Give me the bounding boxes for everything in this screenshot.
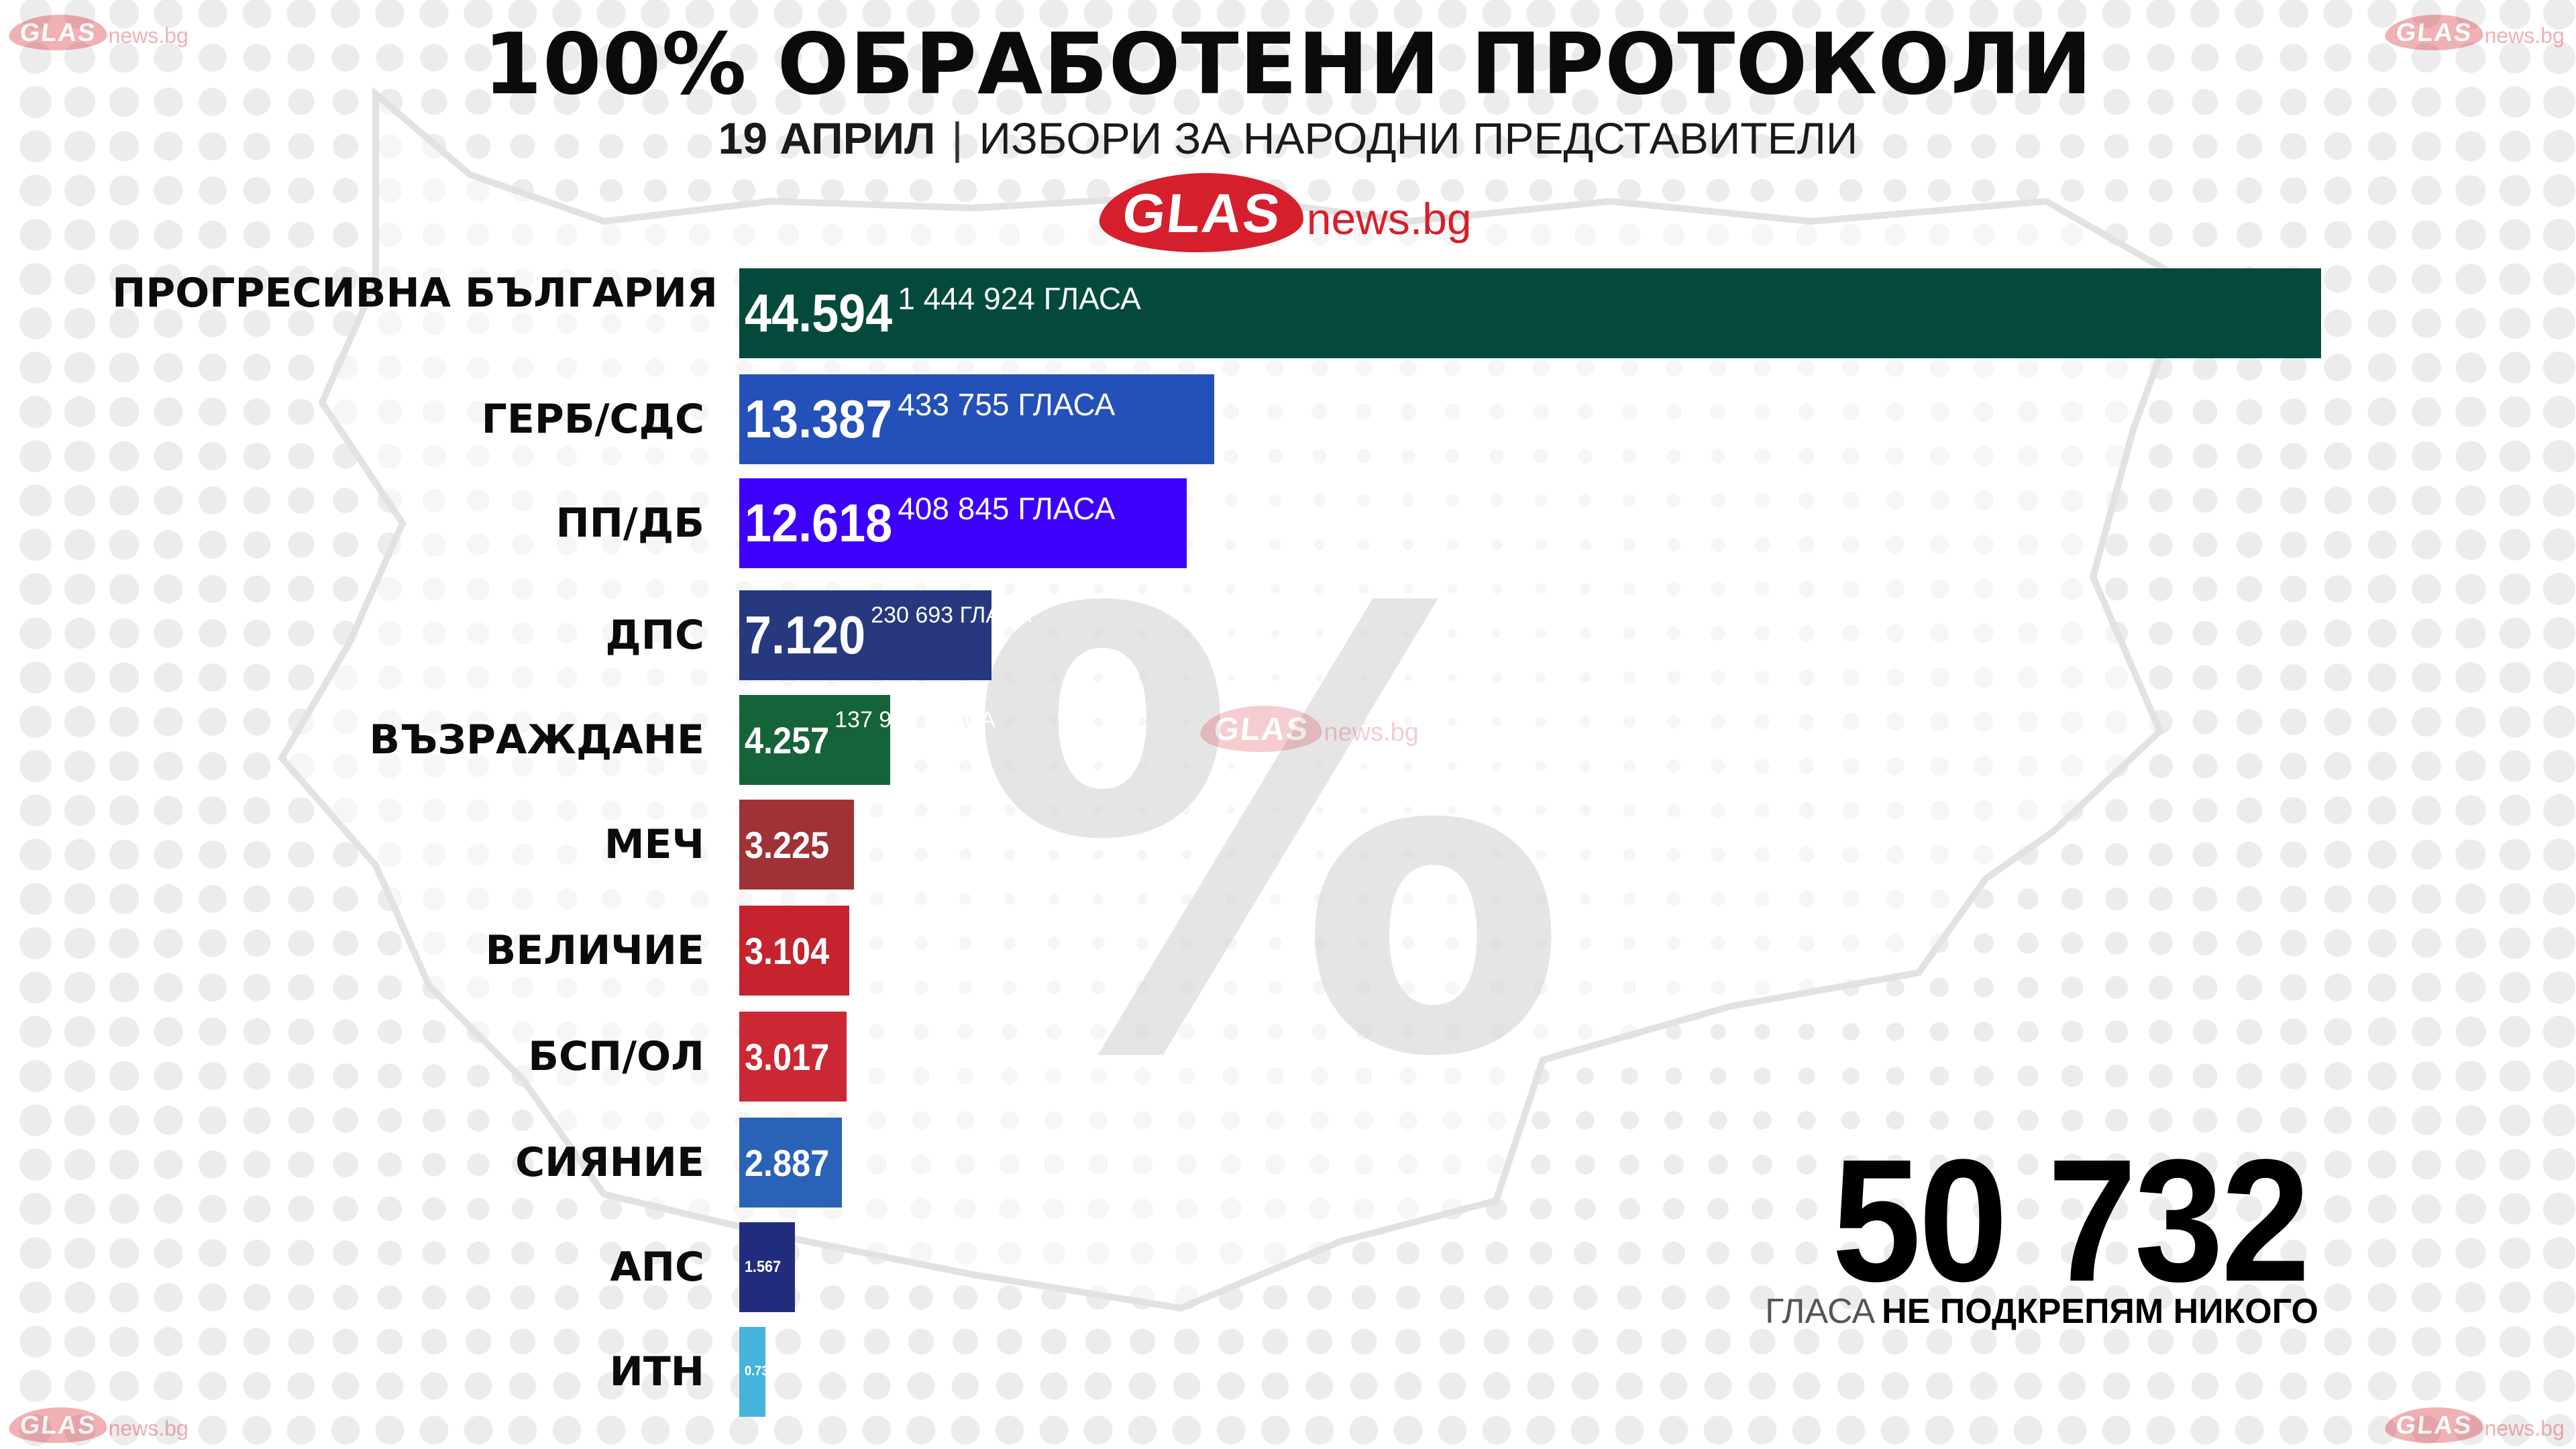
total-caption-unit: ГЛАСА: [1765, 1292, 1876, 1331]
bar-итн: [739, 1327, 765, 1417]
bar-апс: [739, 1222, 795, 1312]
party-label: ГЕРБ/СДС: [481, 396, 704, 443]
party-label: ПП/ДБ: [555, 500, 704, 547]
value-label: 44.594: [745, 282, 893, 343]
corner-logo-bottom-left: GLAS news.bg: [7, 1407, 189, 1443]
bar-възраждане: [739, 695, 891, 785]
bar-герб-сдс: [739, 374, 1214, 464]
party-label: ДПС: [605, 612, 704, 659]
party-label: ВЕЛИЧИЕ: [485, 927, 704, 974]
logo-site: news.bg: [1324, 718, 1419, 747]
glasnews-logo: GLAS news.bg: [1095, 173, 1472, 252]
votes-label: 433 755 ГЛАСА: [898, 387, 1116, 422]
bar-сияние: [739, 1118, 842, 1208]
logo-site: news.bg: [2484, 23, 2565, 48]
party-label: АПС: [610, 1244, 704, 1291]
corner-logo-bottom-right: GLAS news.bg: [2383, 1407, 2565, 1443]
party-label: ВЪЗРАЖДАНЕ: [369, 716, 704, 763]
bar-дпс: [739, 590, 992, 680]
votes-label: 408 845 ГЛАСА: [898, 491, 1116, 526]
bar-величие: [739, 906, 850, 996]
party-label: МЕЧ: [604, 821, 704, 868]
bar-бсп-ол: [739, 1012, 847, 1102]
subtitle-text: ИЗБОРИ ЗА НАРОДНИ ПРЕДСТАВИТЕЛИ: [979, 113, 1858, 163]
center-watermark-logo: GLAS news.bg: [1198, 706, 1419, 752]
logo-site: news.bg: [2484, 1416, 2565, 1440]
bar-меч: [739, 800, 854, 890]
value-label: 12.618: [745, 492, 893, 553]
votes-label: 1 444 924 ГЛАСА: [898, 281, 1141, 316]
votes-label: 230 693 ГЛАСА: [871, 602, 1032, 628]
logo-site: news.bg: [1306, 194, 1472, 244]
value-label: 0.736: [745, 1364, 775, 1379]
bar-пп-дб: [739, 478, 1187, 568]
subtitle-separator: |: [951, 113, 963, 163]
value-label: 2.887: [745, 1141, 830, 1184]
logo-site: news.bg: [108, 1416, 189, 1440]
subtitle-date: 19 АПРИЛ: [718, 113, 936, 163]
corner-logo-top-right: GLAS news.bg: [2383, 15, 2565, 50]
value-label: 3.017: [745, 1035, 830, 1078]
bar-прогресивна-българия: [739, 268, 2321, 358]
page-subtitle: 19 АПРИЛ | ИЗБОРИ ЗА НАРОДНИ ПРЕДСТАВИТЕЛИ: [0, 113, 2576, 164]
value-label: 7.120: [745, 604, 866, 665]
party-label: БСП/ОЛ: [528, 1033, 704, 1080]
party-label: ИТН: [609, 1348, 704, 1395]
logo-site: news.bg: [108, 23, 189, 48]
party-label: ПРОГРЕСИВНА БЪЛГАРИЯ: [112, 270, 718, 317]
value-label: 1.567: [745, 1258, 782, 1277]
percent-watermark: %: [965, 487, 1570, 1189]
party-label: СИЯНИЕ: [515, 1139, 704, 1186]
page-title: 100% ОБРАБОТЕНИ ПРОТОКОЛИ: [483, 15, 2093, 113]
total-caption: ГЛАСА НЕ ПОДКРЕПЯМ НИКОГО: [1765, 1291, 2318, 1332]
value-label: 3.104: [745, 929, 830, 972]
value-label: 3.225: [745, 823, 830, 866]
votes-label: 137 940 ГЛАСА: [835, 707, 996, 733]
total-caption-label: НЕ ПОДКРЕПЯМ НИКОГО: [1882, 1292, 2318, 1331]
corner-logo-top-left: GLAS news.bg: [7, 15, 189, 50]
total-number: 50 732: [1831, 1124, 2310, 1318]
value-label: 13.387: [745, 388, 893, 449]
value-label: 4.257: [745, 718, 830, 761]
